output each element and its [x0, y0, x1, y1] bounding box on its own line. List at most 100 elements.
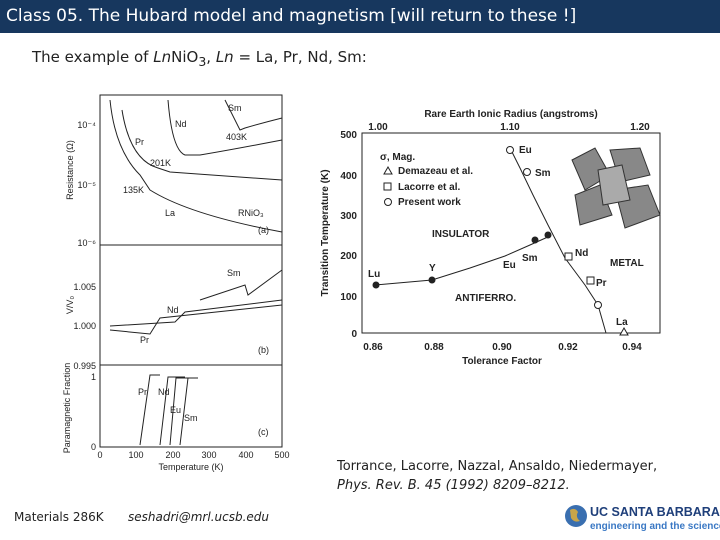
intro-text: NiO: [171, 48, 199, 66]
tick-label: 0.88: [424, 342, 444, 353]
right-labels: Rare Earth Ionic Radius (angstroms) 1.00…: [320, 109, 650, 367]
legend-entry: Lacorre et al.: [398, 182, 460, 193]
point: [564, 252, 573, 261]
curve: [109, 299, 283, 327]
tick-label: 400: [340, 171, 357, 182]
tick-label: 10⁻⁶: [78, 238, 97, 248]
curve-label: Nd: [167, 305, 179, 315]
point-label: Eu: [503, 260, 516, 271]
intro-text: Ln: [153, 48, 172, 66]
tick-label: 1.000: [73, 321, 96, 331]
logo: UC SANTA BARBARA engineering and the sci…: [565, 505, 720, 532]
tick-label: 0.92: [558, 342, 578, 353]
legend-symbol: [383, 165, 393, 175]
tick-label: 1.005: [73, 282, 96, 292]
point: [544, 231, 552, 239]
logo-subtitle: engineering and the sciences: [590, 521, 720, 532]
axis-label: Paramagnetic Fraction: [62, 363, 72, 454]
left-figure: [99, 94, 283, 448]
point-label: Sm: [535, 168, 551, 179]
right-figure: [361, 132, 661, 336]
tick-label: 0.86: [363, 342, 383, 353]
point: [523, 168, 531, 176]
legend-symbol: [383, 182, 392, 191]
tick-label: 100: [128, 450, 143, 460]
tick-label: 0: [91, 442, 96, 452]
tick-label: 1.10: [500, 122, 520, 133]
tick-label: 1.00: [368, 122, 388, 133]
region-label: INSULATOR: [432, 229, 490, 240]
panel-label: (b): [258, 345, 269, 355]
region-label: METAL: [610, 258, 644, 269]
axis-label: Tolerance Factor: [462, 356, 542, 367]
curve-label: Eu: [170, 405, 181, 415]
intro: The example of LnNiO3, Ln = La, Pr, Nd, …: [32, 48, 367, 69]
frame: [361, 132, 661, 334]
curve-label: Sm: [184, 413, 198, 423]
point-label: Eu: [519, 145, 532, 156]
curve-label: 201K: [150, 158, 171, 168]
curve: [169, 377, 192, 446]
curve-label: 403K: [226, 132, 247, 142]
curve-label: Nd: [158, 387, 170, 397]
axis-label: V/V₀: [65, 296, 75, 315]
tick-label: 300: [201, 450, 216, 460]
logo-title: UC SANTA BARBARA: [590, 505, 720, 519]
curve: [139, 374, 160, 446]
tick-label: 1: [91, 372, 96, 382]
legend-entry: Present work: [398, 197, 461, 208]
footer-course: Materials 286K: [14, 510, 104, 524]
tick-label: 1.20: [630, 122, 650, 133]
intro-text: The example of: [32, 48, 154, 66]
curve-label: Sm: [227, 268, 241, 278]
tick-label: 200: [165, 450, 180, 460]
point-label: Nd: [575, 248, 588, 259]
legend-symbol: [384, 198, 392, 206]
tick-label: 0: [351, 329, 357, 340]
intro-text: 3: [198, 54, 207, 69]
point: [619, 326, 629, 336]
curve: [167, 99, 283, 156]
point-label: Sm: [522, 253, 538, 264]
curve: [109, 99, 283, 233]
region-label: ANTIFERRO.: [455, 293, 516, 304]
point-label: Pr: [596, 278, 607, 289]
panel-label: (c): [258, 427, 269, 437]
tick-label: 0.90: [492, 342, 512, 353]
curve: [109, 304, 283, 335]
tick-label: 400: [238, 450, 253, 460]
curve: [374, 235, 551, 286]
intro-text: Ln: [215, 48, 234, 66]
tick-label: 500: [340, 130, 357, 141]
point-label: Lu: [368, 269, 380, 280]
curve-label: Pr: [140, 335, 149, 345]
point: [586, 276, 595, 285]
curve-label: Pr: [135, 137, 144, 147]
point: [531, 236, 539, 244]
curve-label: Pr: [138, 387, 147, 397]
curve-label: La: [165, 208, 175, 218]
structure-image: [571, 147, 661, 229]
slide-title: Class 05. The Hubard model and magnetism…: [0, 0, 720, 33]
intro-text: = La, Pr, Nd, Sm:: [233, 48, 367, 66]
axis-label: Resistance (Ω): [65, 140, 75, 200]
axis-label: Transition Temperature (K): [320, 169, 331, 296]
citation-line: Phys. Rev. B. 45 (1992) 8209–8212.: [337, 478, 570, 493]
axis-label: Temperature (K): [158, 462, 223, 472]
tick-label: 300: [340, 211, 357, 222]
intro-text: ,: [206, 48, 216, 66]
curve-label: 135K: [123, 185, 144, 195]
point: [506, 146, 514, 154]
footer-email: seshadri@mrl.ucsb.edu: [128, 510, 269, 524]
tick-label: 0.94: [622, 342, 642, 353]
citation-line: Torrance, Lacorre, Nazzal, Ansaldo, Nied…: [337, 459, 658, 474]
logo-globe: [570, 508, 580, 522]
tick-label: 10⁻⁴: [77, 120, 96, 130]
point-label: Y: [429, 263, 436, 274]
point-label: La: [616, 317, 628, 328]
axis-label: Rare Earth Ionic Radius (angstroms): [424, 109, 597, 120]
curve-label: Sm: [228, 103, 242, 113]
panel-label: (a): [258, 225, 269, 235]
